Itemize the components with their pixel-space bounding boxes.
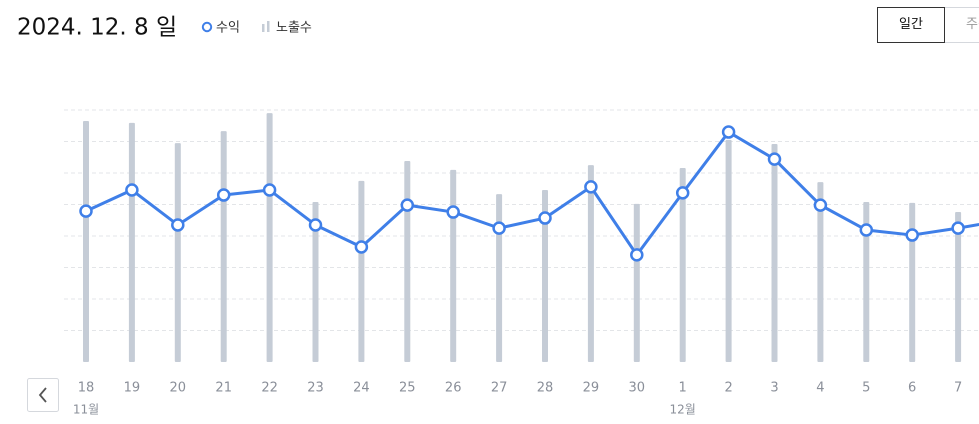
daily-button[interactable]: 일간: [877, 7, 945, 43]
x-tick-label: 28: [537, 381, 554, 396]
x-tick-label: 21: [215, 381, 232, 396]
month-label: 11월: [73, 403, 99, 417]
line-point: [354, 240, 369, 254]
bar: [83, 121, 89, 363]
x-tick-label: 20: [170, 381, 187, 396]
legend-line-icon: [201, 21, 213, 33]
x-tick-label: 30: [629, 381, 646, 396]
month-label: 12월: [670, 403, 696, 417]
bar: [312, 201, 319, 362]
line-point: [446, 205, 460, 219]
line-point: [584, 180, 598, 194]
bar: [358, 180, 365, 362]
bar: [404, 161, 411, 362]
legend-label: 노출수: [276, 21, 312, 36]
x-tick-label: 25: [399, 381, 416, 396]
bar: [679, 167, 686, 362]
bar: [542, 190, 548, 362]
x-tick-label: 19: [124, 381, 141, 396]
prev-arrow: [38, 387, 47, 403]
legend-bar-icon: [262, 24, 265, 32]
line-point: [171, 218, 185, 232]
x-tick-label: 24: [353, 381, 370, 396]
line-point: [721, 125, 736, 139]
line-point: [216, 188, 231, 202]
weekly-button[interactable]: 주간: [944, 7, 979, 43]
line-point: [492, 221, 506, 235]
legend-label: 수익: [216, 21, 240, 36]
bar: [771, 144, 778, 362]
x-tick-label: 29: [583, 381, 600, 396]
x-tick-label: 27: [491, 381, 508, 396]
line-point: [308, 218, 323, 232]
line-point: [125, 183, 139, 197]
bar: [128, 122, 135, 362]
line-point: [79, 204, 93, 218]
bar: [496, 194, 503, 362]
bar: [863, 201, 870, 362]
line-point: [400, 198, 415, 212]
line-point: [813, 198, 828, 212]
line-point: [538, 211, 552, 225]
bar: [174, 143, 181, 362]
x-tick-label: 6: [908, 381, 916, 396]
line-point: [859, 223, 874, 237]
bar: [450, 169, 457, 362]
legend-bar-icon: [267, 21, 270, 32]
line-point: [262, 183, 277, 197]
x-tick-label: 18: [78, 381, 95, 396]
bar: [817, 182, 824, 362]
x-tick-label: 26: [445, 381, 462, 396]
bar: [220, 131, 227, 362]
bar: [587, 165, 594, 362]
line-point: [767, 152, 782, 166]
bar: [955, 212, 962, 362]
line-point: [630, 248, 644, 262]
bar: [909, 202, 916, 362]
line-point: [905, 228, 919, 242]
x-tick-label: 3: [770, 381, 778, 396]
x-tick-label: 4: [816, 381, 824, 396]
line-point: [675, 186, 690, 200]
line-point: [951, 221, 965, 235]
prev-button[interactable]: [27, 378, 59, 412]
x-tick-label: 7: [954, 381, 962, 396]
x-tick-label: 5: [862, 381, 870, 396]
chart-title: 2024. 12. 8 일: [17, 15, 177, 41]
x-tick-label: 1: [679, 381, 687, 396]
bar: [725, 139, 732, 362]
x-tick-label: 22: [261, 381, 278, 396]
bar: [633, 203, 640, 362]
x-tick-label: 2: [724, 381, 732, 396]
bar: [266, 113, 273, 363]
x-tick-label: 23: [307, 381, 324, 396]
